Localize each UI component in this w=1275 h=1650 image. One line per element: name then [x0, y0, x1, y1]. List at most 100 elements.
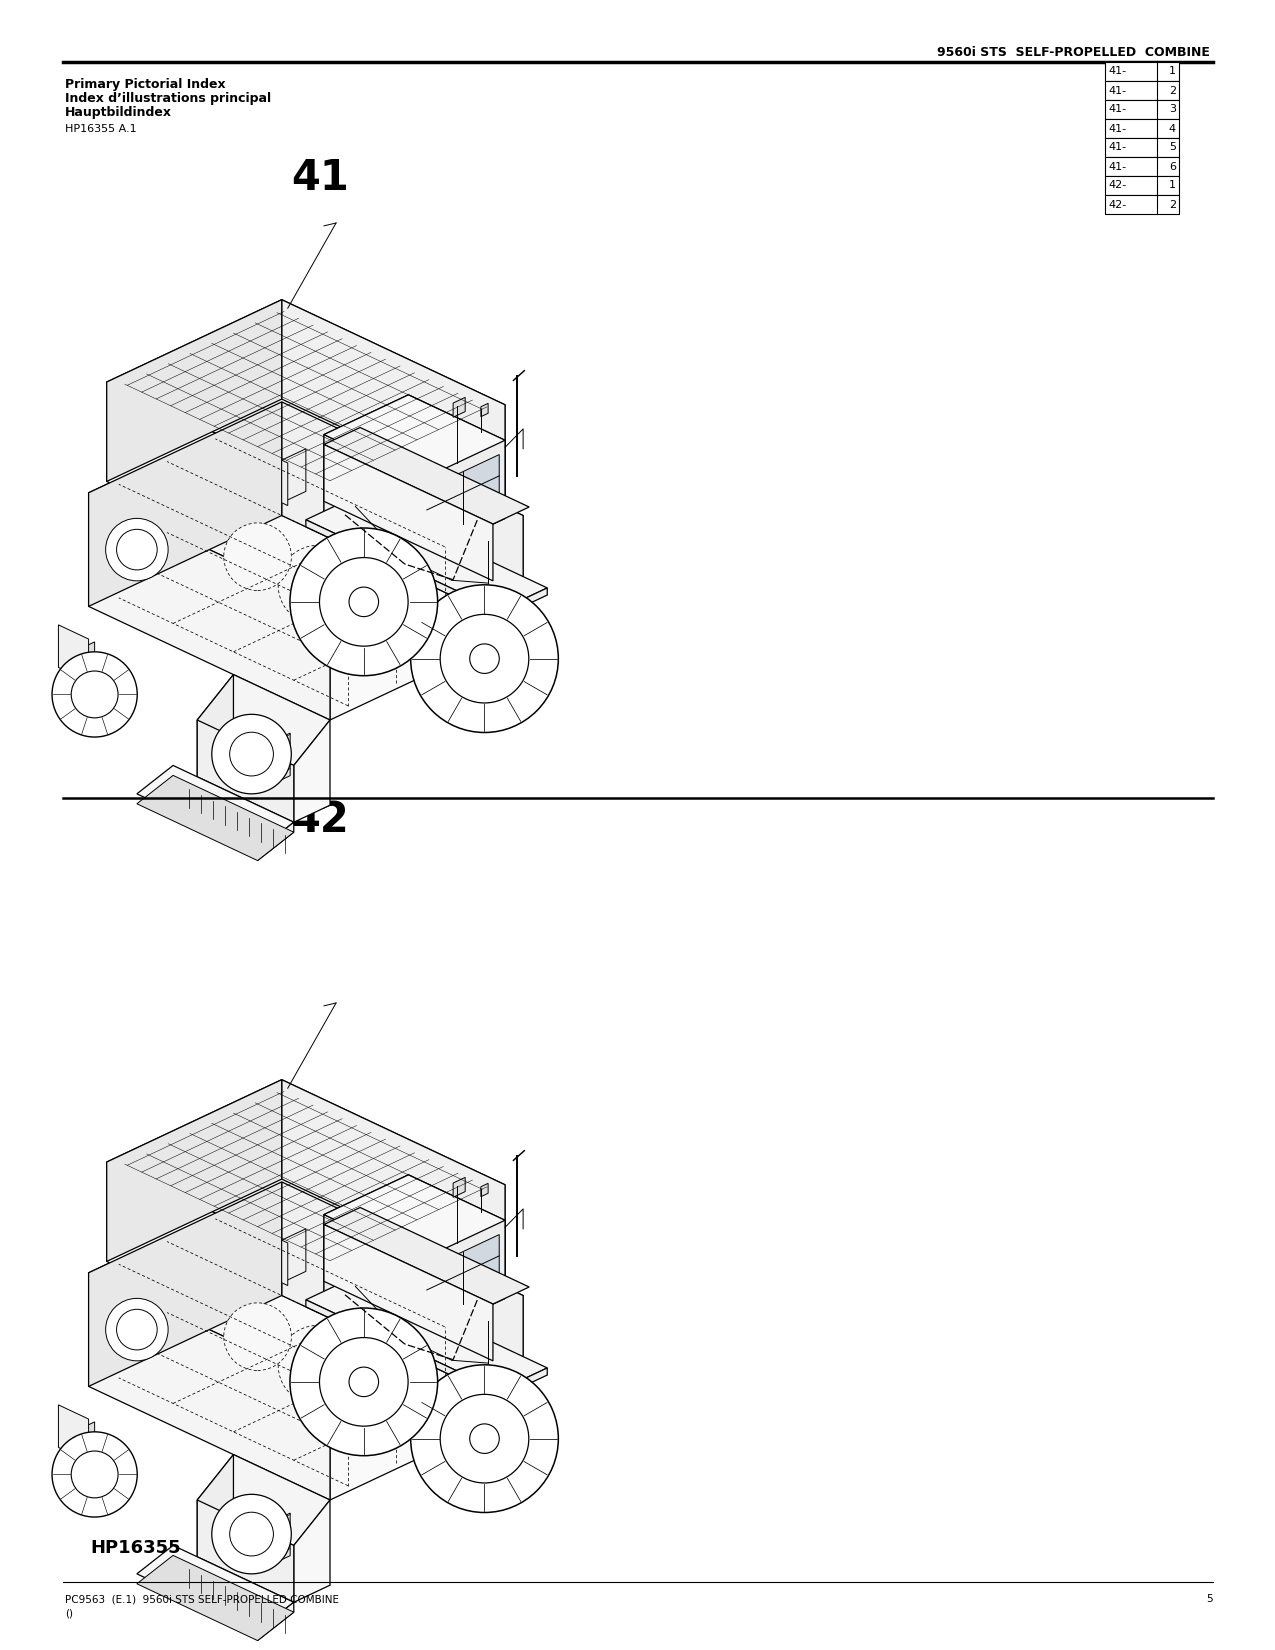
Circle shape [440, 1394, 529, 1483]
Bar [1105, 101, 1179, 119]
Polygon shape [59, 625, 88, 681]
Text: 42-: 42- [1108, 180, 1126, 190]
Circle shape [116, 1310, 157, 1350]
Text: HP16355 A.1: HP16355 A.1 [65, 124, 136, 134]
Polygon shape [59, 1404, 88, 1462]
Polygon shape [324, 1224, 493, 1361]
Polygon shape [258, 1602, 293, 1640]
Circle shape [296, 1343, 340, 1388]
Polygon shape [107, 1162, 330, 1366]
Circle shape [71, 1450, 119, 1498]
Polygon shape [198, 1455, 330, 1546]
Bar [1105, 81, 1179, 101]
Polygon shape [282, 1181, 523, 1409]
Circle shape [320, 1338, 408, 1426]
Bar [1105, 195, 1179, 214]
Circle shape [349, 1368, 379, 1396]
Polygon shape [107, 300, 282, 482]
Text: 41-: 41- [1108, 124, 1126, 134]
Polygon shape [421, 1221, 505, 1338]
Circle shape [440, 614, 529, 703]
Polygon shape [282, 1079, 505, 1284]
Polygon shape [481, 403, 488, 417]
Text: 1: 1 [1169, 180, 1176, 190]
Polygon shape [282, 1229, 306, 1282]
Text: 5: 5 [1169, 142, 1176, 152]
Circle shape [116, 530, 157, 569]
Polygon shape [324, 394, 408, 513]
Circle shape [296, 563, 340, 607]
Polygon shape [136, 1546, 293, 1630]
Text: 41: 41 [291, 157, 349, 200]
Text: 3: 3 [1169, 104, 1176, 114]
Polygon shape [427, 1234, 500, 1322]
Polygon shape [198, 719, 293, 822]
Text: HP16355: HP16355 [91, 1539, 181, 1558]
Text: 2: 2 [1169, 86, 1176, 96]
Polygon shape [499, 1368, 547, 1398]
Circle shape [411, 584, 558, 733]
Polygon shape [136, 1556, 293, 1640]
Circle shape [224, 523, 292, 591]
Circle shape [349, 587, 379, 617]
Polygon shape [88, 403, 282, 607]
Text: 41-: 41- [1108, 66, 1126, 76]
Polygon shape [88, 1181, 523, 1386]
Polygon shape [198, 1500, 293, 1602]
Polygon shape [330, 1295, 523, 1500]
Text: (): () [65, 1609, 73, 1619]
Text: 4: 4 [1169, 124, 1176, 134]
Circle shape [106, 1299, 168, 1361]
Polygon shape [453, 398, 465, 417]
Circle shape [289, 1308, 437, 1455]
Polygon shape [306, 1300, 499, 1398]
Text: 41-: 41- [1108, 142, 1126, 152]
Polygon shape [306, 520, 499, 617]
Polygon shape [198, 1455, 233, 1558]
Text: 9560i STS  SELF-PROPELLED  COMBINE: 9560i STS SELF-PROPELLED COMBINE [937, 46, 1210, 58]
Text: Hauptbildindex: Hauptbildindex [65, 106, 172, 119]
Polygon shape [278, 733, 291, 782]
Polygon shape [107, 1079, 505, 1267]
Polygon shape [324, 1214, 421, 1338]
Polygon shape [107, 383, 330, 586]
Polygon shape [136, 776, 293, 861]
Polygon shape [330, 1185, 505, 1366]
Bar [1105, 177, 1179, 195]
Polygon shape [453, 1178, 465, 1198]
Text: 41-: 41- [1108, 162, 1126, 172]
Polygon shape [88, 403, 523, 607]
Text: 41-: 41- [1108, 86, 1126, 96]
Polygon shape [408, 394, 505, 518]
Circle shape [411, 1365, 558, 1513]
Circle shape [469, 644, 500, 673]
Polygon shape [73, 642, 94, 695]
Polygon shape [306, 1277, 547, 1391]
Polygon shape [324, 394, 505, 480]
Text: 1: 1 [1169, 66, 1176, 76]
Polygon shape [324, 444, 493, 581]
Circle shape [71, 672, 119, 718]
Polygon shape [88, 493, 330, 719]
Polygon shape [306, 497, 547, 610]
Polygon shape [282, 449, 306, 503]
Text: 6: 6 [1169, 162, 1176, 172]
Polygon shape [198, 675, 330, 766]
Polygon shape [73, 1422, 94, 1475]
Circle shape [224, 1304, 292, 1371]
Circle shape [230, 1511, 273, 1556]
Polygon shape [88, 1181, 282, 1386]
Polygon shape [330, 515, 523, 719]
Circle shape [52, 1432, 138, 1516]
Polygon shape [278, 1513, 291, 1561]
Polygon shape [282, 403, 523, 629]
Polygon shape [324, 434, 421, 558]
Circle shape [278, 546, 358, 625]
Polygon shape [324, 1175, 505, 1261]
Text: 2: 2 [1169, 200, 1176, 210]
Polygon shape [282, 1241, 288, 1285]
Circle shape [230, 733, 273, 776]
Polygon shape [198, 675, 233, 777]
Polygon shape [282, 460, 288, 505]
Polygon shape [499, 587, 547, 617]
